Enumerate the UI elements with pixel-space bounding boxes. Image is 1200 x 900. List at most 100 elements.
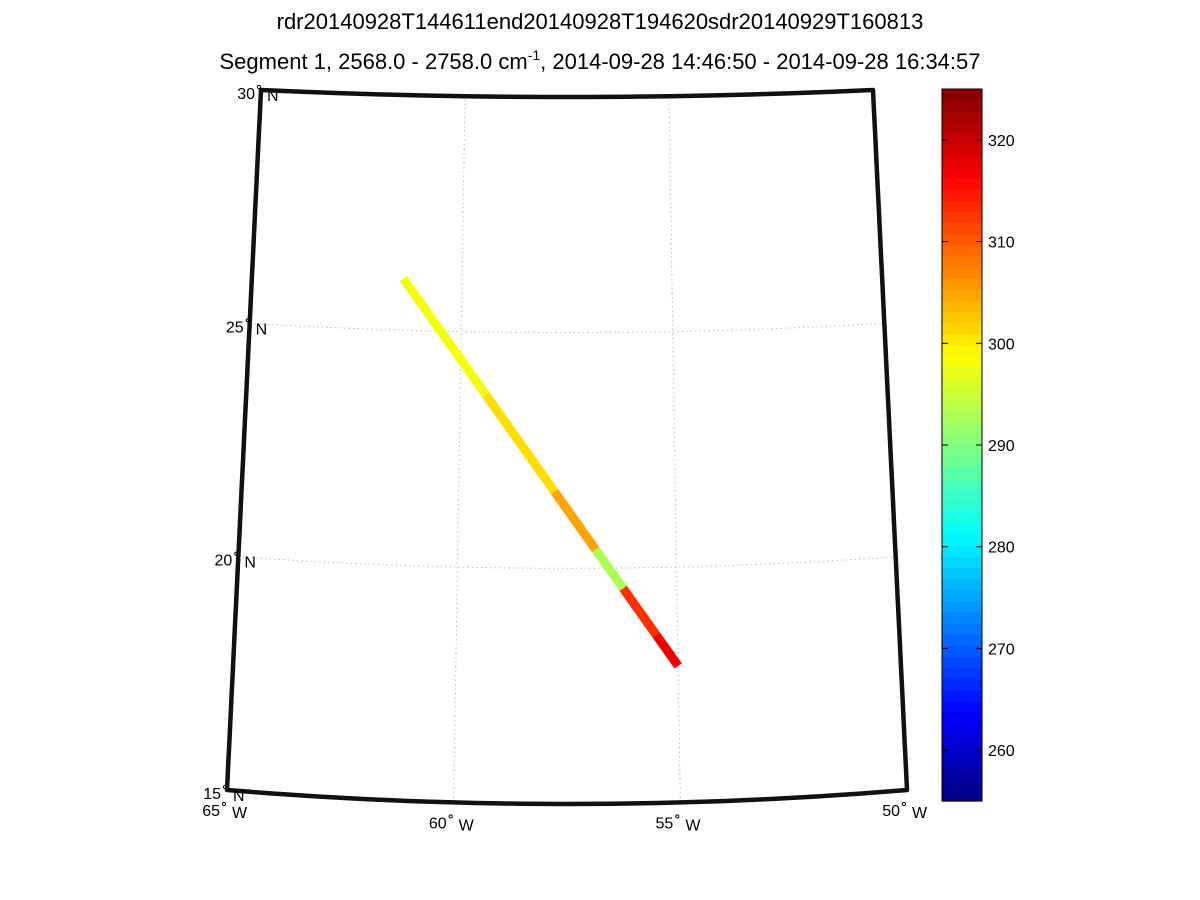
colorbar-swatch: [942, 133, 982, 146]
subtitle-prefix: Segment 1, 2568.0 - 2758.0 cm: [219, 49, 528, 74]
colorbar-swatch: [942, 122, 982, 135]
colorbar-swatch: [942, 734, 982, 746]
lon-tick-label-hemisphere: W: [912, 805, 928, 822]
lat-tick-label: 25 N: [226, 318, 268, 338]
colorbar-swatch: [942, 367, 982, 379]
map-tick-labels: 15 N 20 N 25 N 30 N 65 W 60 W 55 W 50 W: [202, 84, 928, 834]
colorbar-swatch: [942, 767, 982, 780]
lon-tick-label-hemisphere: W: [232, 805, 248, 822]
colorbar-swatch: [942, 667, 982, 680]
chart-subtitle: Segment 1, 2568.0 - 2758.0 cm-1, 2014-09…: [0, 47, 1200, 75]
colorbar-swatch: [942, 545, 982, 557]
colorbar-swatch: [942, 700, 982, 713]
lon-tick-label: 55 W: [656, 814, 701, 834]
colorbar-tick-label: 270: [988, 641, 1015, 658]
lat-tick-label-number: 20: [215, 553, 233, 570]
degree-mark: [901, 801, 907, 807]
colorbar-swatch: [942, 467, 982, 479]
colorbar-swatch: [942, 623, 982, 635]
lon-tick-label-hemisphere: W: [685, 817, 701, 834]
degree-mark: [675, 814, 680, 819]
colorbar-swatch: [942, 255, 982, 268]
lat-tick-label: 30 N: [237, 84, 279, 105]
degree-mark: [448, 814, 453, 819]
lat-tick-label-hemisphere: N: [256, 321, 268, 338]
colorbar-swatch: [942, 756, 982, 769]
colorbar-swatch: [942, 166, 982, 179]
lat-tick-label: 20 N: [215, 551, 256, 572]
lon-tick-label: 60 W: [429, 814, 475, 834]
colorbar-swatch: [942, 789, 982, 802]
colorbar-swatch: [942, 178, 982, 190]
colorbar-swatch: [942, 267, 982, 279]
colorbar-swatch: [942, 489, 982, 502]
colorbar-swatch: [942, 500, 982, 513]
colorbar-swatch: [942, 389, 982, 402]
colorbar-swatch: [942, 378, 982, 390]
satellite-track: [399, 275, 682, 669]
colorbar-swatch: [942, 311, 982, 324]
lat-tick-label-hemisphere: N: [233, 788, 245, 805]
colorbar-tick-label: 320: [988, 133, 1015, 150]
chart-title: rdr20140928T144611end20140928T194620sdr2…: [276, 9, 924, 34]
meridian-gridline: [453, 96, 466, 803]
colorbar-swatch: [942, 289, 982, 301]
colorbar-swatch: [942, 600, 982, 613]
lon-tick-label-number: 60: [429, 815, 447, 832]
colorbar-swatch: [942, 656, 982, 669]
colorbar: 260 270 280 290 300 310 320: [941, 88, 1015, 802]
colorbar-swatch: [942, 778, 982, 791]
colorbar-swatch: [942, 222, 982, 235]
track-segment: [550, 488, 600, 553]
colorbar-swatch: [942, 322, 982, 335]
colorbar-swatch: [942, 678, 982, 691]
track-segment: [592, 547, 627, 592]
colorbar-swatch: [942, 433, 982, 446]
colorbar-swatch: [942, 478, 982, 491]
colorbar-swatch: [942, 556, 982, 568]
colorbar-swatch: [942, 589, 982, 602]
colorbar-swatch: [942, 200, 982, 212]
colorbar-tick-label: 260: [988, 743, 1015, 760]
colorbar-swatch: [942, 356, 982, 368]
lat-tick-label-hemisphere: N: [267, 88, 279, 105]
colorbar-swatch: [942, 100, 982, 112]
colorbar-swatch: [942, 89, 982, 101]
colorbar-swatch: [942, 745, 982, 758]
degree-mark: [256, 84, 262, 90]
colorbar-swatch: [942, 445, 982, 457]
colorbar-swatch: [942, 689, 982, 702]
graticule: [238, 96, 896, 803]
track-segment: [482, 392, 559, 495]
lon-tick-label-number: 65: [202, 803, 220, 820]
colorbar-swatch: [942, 144, 982, 157]
lon-tick-label-number: 50: [882, 803, 900, 820]
lat-tick-label-number: 30: [237, 86, 255, 103]
colorbar-swatch: [942, 578, 982, 591]
colorbar-swatch: [942, 155, 982, 168]
colorbar-swatch: [942, 522, 982, 535]
subtitle-superscript: -1: [527, 47, 541, 63]
lat-tick-label-number: 15: [203, 786, 221, 803]
colorbar-swatch: [942, 411, 982, 424]
colorbar-swatch: [942, 712, 982, 724]
colorbar-tick-label: 280: [988, 540, 1015, 557]
track-segment: [399, 275, 490, 398]
degree-mark: [221, 801, 227, 807]
colorbar-swatch: [942, 567, 982, 580]
subtitle-suffix: , 2014-09-28 14:46:50 - 2014-09-28 16:34…: [540, 49, 981, 74]
lat-tick-label-number: 25: [226, 319, 244, 336]
degree-mark: [245, 318, 250, 323]
lon-tick-label-number: 55: [656, 815, 674, 832]
colorbar-tick-label: 300: [988, 336, 1015, 353]
colorbar-swatch: [942, 300, 982, 313]
track-segment: [652, 632, 682, 669]
colorbar-swatch: [942, 422, 982, 435]
degree-mark: [234, 551, 239, 556]
lon-tick-label: 50 W: [882, 801, 928, 822]
colorbar-swatch: [942, 278, 982, 290]
degree-mark: [222, 784, 228, 790]
colorbar-swatch: [942, 344, 982, 357]
colorbar-swatch: [942, 534, 982, 546]
colorbar-swatch: [942, 189, 982, 201]
